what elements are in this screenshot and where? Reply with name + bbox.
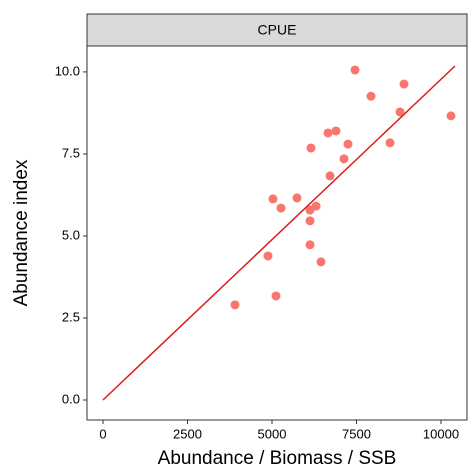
x-tick-label: 2500 (173, 426, 202, 441)
point (385, 138, 395, 148)
x-axis-label: Abundance / Biomass / SSB (158, 448, 397, 469)
y-axis-label: Abundance index (11, 159, 32, 306)
x-tick-label: 0 (99, 426, 106, 441)
point (339, 154, 349, 164)
x-tick-label: 5000 (258, 426, 287, 441)
x-tick-label: 10000 (423, 426, 459, 441)
y-tick-label: 2.5 (62, 309, 80, 324)
y-tick-label: 0.0 (62, 391, 80, 406)
point (292, 193, 302, 203)
point (325, 171, 335, 181)
point (263, 251, 273, 261)
point (316, 257, 326, 267)
y-tick-label: 7.5 (62, 145, 80, 160)
point (306, 143, 316, 153)
point (350, 65, 360, 75)
point (230, 300, 240, 310)
point (399, 79, 409, 89)
point (305, 240, 315, 250)
panel (86, 45, 468, 421)
point (395, 107, 405, 117)
point (343, 139, 353, 149)
point (366, 91, 376, 101)
point (305, 216, 315, 226)
point (446, 111, 456, 121)
point (268, 194, 278, 204)
point (271, 291, 281, 301)
y-tick-label: 5.0 (62, 227, 80, 242)
point (331, 126, 341, 136)
strip (86, 13, 468, 47)
point (323, 128, 333, 138)
point (311, 201, 321, 211)
fit-line (102, 65, 456, 401)
strip-label: CPUE (258, 22, 297, 38)
point (276, 203, 286, 213)
x-tick-label: 7500 (342, 426, 371, 441)
y-tick-label: 10.0 (55, 63, 80, 78)
